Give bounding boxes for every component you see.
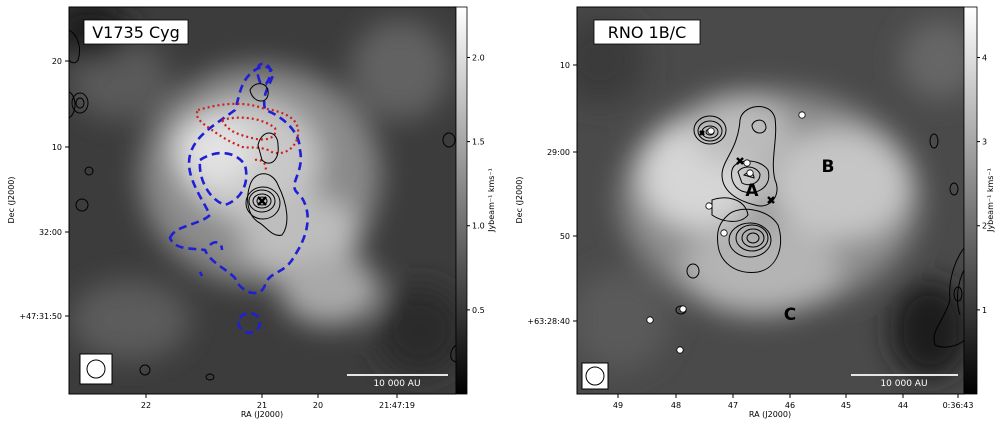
title-box-right <box>593 19 701 45</box>
x-axis-label-left: RA (J2000) <box>241 410 283 419</box>
intensity-map-right: A B C 10 000 AU RNO 1B/C <box>577 7 964 394</box>
panel-v1735-cyg: 10 000 AU V1735 Cyg 22 21 20 21:47:19 20 10 32… <box>7 6 496 419</box>
x-tick-label: 21 <box>257 401 267 410</box>
panel-title-left: V1735 Cyg <box>92 23 180 42</box>
colorbar-left <box>455 6 468 395</box>
continuum-contours-right <box>675 106 964 348</box>
colorbar-tick-label: 2 <box>982 222 987 231</box>
y-tick-label: +63:28:40 <box>527 317 570 326</box>
title-box-left <box>83 19 189 45</box>
blueshifted-contours <box>168 62 309 335</box>
x-tick-label: 45 <box>841 401 851 410</box>
x-tick-label: 21:47:19 <box>379 401 415 410</box>
y-tick-label: 50 <box>560 232 570 241</box>
x-tick-label: 22 <box>141 401 151 410</box>
y-tick-label: 29:00 <box>547 148 570 157</box>
x-tick-label: 47 <box>728 401 738 410</box>
colorbar-tick-label: 1 <box>982 306 987 315</box>
region-label-a: A <box>745 181 759 201</box>
x-markers-right <box>699 130 775 204</box>
colorbar-ticks-right: 1 2 3 4 <box>977 53 987 315</box>
y-tick-label: 10 <box>560 61 570 70</box>
intensity-map-left: 10 000 AU V1735 Cyg <box>69 7 456 394</box>
colorbar-tick-label: 3 <box>982 138 987 147</box>
x-tick-label: 44 <box>898 401 908 410</box>
colorbar-tick-label: 2.0 <box>472 53 485 62</box>
colorbar-label-right: Jybeam⁻¹ kms⁻¹ <box>986 168 995 233</box>
axes-right: 49 48 47 46 45 44 0:36:43 10 29:00 50 +63:28:40 <box>527 61 973 410</box>
x-tick-label: 49 <box>613 401 623 410</box>
x-tick-label: 20 <box>313 401 323 410</box>
x-tick-label: 48 <box>671 401 681 410</box>
beam-ellipse-right <box>585 366 605 386</box>
star-markers-right <box>646 111 806 354</box>
y-tick-label: 32:00 <box>39 228 62 237</box>
colorbar-tick-label: 4 <box>982 53 987 62</box>
y-tick-label: +47:31:50 <box>19 312 62 321</box>
axes-left: 22 21 20 21:47:19 20 10 32:00 +47:31:50 <box>19 57 415 410</box>
x-axis-label-right: RA (J2000) <box>749 410 791 419</box>
colorbar-ticks-left: 0.5 1.0 1.5 2.0 <box>467 53 485 315</box>
y-axis-label-left: Dec (J2000) <box>7 177 16 224</box>
x-tick-label: 0:36:43 <box>943 401 974 410</box>
scalebar-label-right: 10 000 AU <box>880 379 927 389</box>
y-axis-label-right: Dec (J2000) <box>515 177 524 224</box>
beam-ellipse-left <box>86 359 106 379</box>
y-tick-label: 20 <box>52 57 62 66</box>
x-tick-label: 46 <box>785 401 795 410</box>
continuum-contours <box>69 29 456 381</box>
redshifted-contours <box>195 102 300 173</box>
beam-box-left <box>79 353 113 385</box>
colorbar-tick-label: 1.5 <box>472 138 485 147</box>
colorbar-tick-label: 1.0 <box>472 222 485 231</box>
colorbar-right <box>963 6 978 395</box>
panel-rno-1bc: A B C 10 000 AU RNO 1B/C 49 48 47 46 45 44 0:3… <box>515 6 995 419</box>
panel-title-right: RNO 1B/C <box>608 23 686 42</box>
region-label-c: C <box>784 305 796 325</box>
source-marker-left <box>257 196 267 206</box>
region-label-b: B <box>822 157 835 177</box>
colorbar-tick-label: 0.5 <box>472 306 485 315</box>
scalebar-label-left: 10 000 AU <box>373 379 420 389</box>
y-tick-label: 10 <box>52 143 62 152</box>
colorbar-label-left: Jybeam⁻¹ kms⁻¹ <box>487 168 496 233</box>
